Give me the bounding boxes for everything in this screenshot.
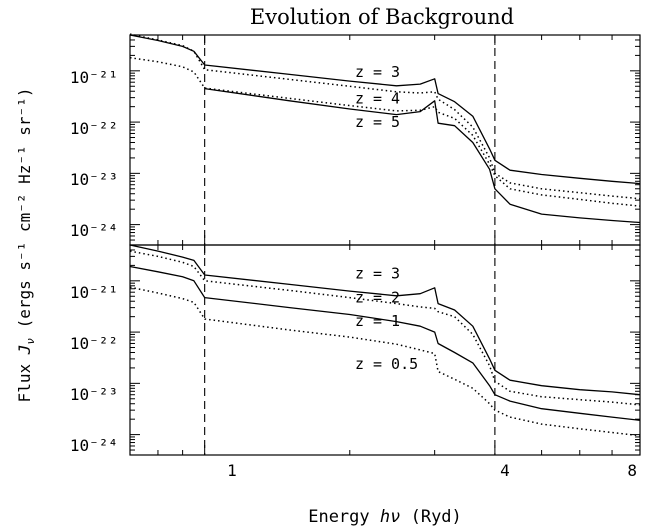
bottom-y-tick-label: 10⁻²²	[70, 334, 118, 353]
top-y-tick-label: 10⁻²²	[70, 119, 118, 138]
top-panel: z = 3 z = 4 z = 5 10⁻²¹ 10⁻²² 10⁻²³ 10⁻²⁴	[70, 33, 641, 246]
curve-label: z = 5	[355, 113, 400, 131]
x-tick-labels: 1 4 8	[227, 461, 637, 480]
curve-label: z = 3	[355, 63, 400, 81]
curve-label: z = 4	[355, 90, 400, 108]
top-series-line-1	[129, 33, 641, 200]
bottom-series-line-0	[129, 244, 641, 396]
top-series-line-0	[129, 34, 641, 185]
curve-label: z = 1	[355, 312, 400, 330]
top-y-tick-labels: 10⁻²¹ 10⁻²² 10⁻²³ 10⁻²⁴	[70, 68, 118, 240]
x-tick-label: 4	[500, 461, 510, 480]
curve-label: z = 2	[355, 288, 400, 306]
x-tick-label: 1	[227, 461, 237, 480]
y-axis-label: Flux Jν (ergs s⁻¹ cm⁻² Hz⁻¹ sr⁻¹)	[15, 88, 37, 403]
bottom-y-tick-labels: 10⁻²¹ 10⁻²² 10⁻²³ 10⁻²⁴	[70, 283, 118, 455]
bottom-y-tick-label: 10⁻²¹	[70, 283, 118, 302]
bottom-panel: z = 3 z = 2 z = 1 z = 0.5 10⁻²¹ 10⁻²² 10⁻²³…	[70, 244, 641, 456]
bottom-panel-frame	[129, 244, 641, 456]
x-tick-label: 8	[627, 461, 637, 480]
chart-title: Evolution of Background	[250, 5, 514, 29]
curve-label: z = 3	[355, 265, 400, 283]
top-series-line-3	[204, 87, 641, 224]
top-y-tick-label: 10⁻²³	[70, 170, 118, 189]
bottom-y-tick-label: 10⁻²³	[70, 385, 118, 404]
bottom-series-line-1	[129, 250, 641, 406]
x-axis-label: Energy hν (Ryd)	[308, 507, 462, 527]
bottom-series-line-2	[129, 265, 641, 421]
curve-label: z = 0.5	[355, 355, 418, 373]
top-y-tick-label: 10⁻²⁴	[70, 221, 118, 240]
bottom-y-tick-label: 10⁻²⁴	[70, 436, 118, 455]
top-y-tick-label: 10⁻²¹	[70, 68, 118, 87]
